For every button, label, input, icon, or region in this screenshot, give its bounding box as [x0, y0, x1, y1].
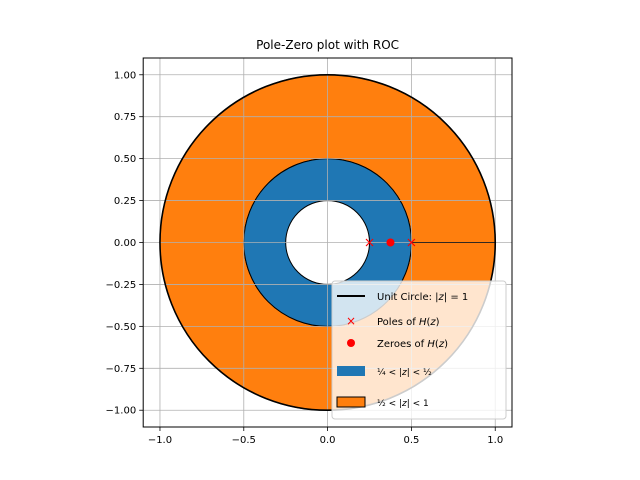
y-tick-label-3: 0.25 [114, 196, 136, 207]
legend-roc2-swatch [336, 396, 366, 408]
y-tick-label-1: 0.75 [114, 112, 136, 123]
legend-roc1-label: ¼ < |z| < ½ [377, 368, 432, 378]
x-tick-label-2: 0.0 [320, 435, 336, 446]
legend-zeros-swatch [347, 339, 355, 347]
pole-marker-1 [407, 238, 416, 247]
legend-poles-label: Poles of H(z) [377, 317, 440, 328]
x-tick-label-4: 1.0 [487, 435, 503, 446]
y-tick-label-5: −0.25 [106, 280, 137, 291]
axis-ticks: −1.0 −0.5 0.0 0.5 1.0 1.00 0.75 0.50 0.25 0.00 −0.… [106, 70, 504, 446]
y-tick-label-6: −0.50 [106, 322, 137, 333]
legend-zeros-label: Zeroes of H(z) [377, 339, 448, 350]
x-tick-label-3: 0.5 [403, 435, 419, 446]
zero-marker-0 [386, 238, 395, 247]
pole-stroke-b-1 [407, 238, 416, 247]
legend: Unit Circle: |z| = 1 × Poles of H(z) Zer… [331, 280, 507, 420]
chart-title: Pole-Zero plot with ROC [256, 38, 399, 52]
pole-marker-0 [365, 238, 374, 247]
y-tick-label-8: −1.00 [106, 406, 137, 417]
legend-poles-swatch: × [346, 314, 356, 328]
y-tick-label-2: 0.50 [114, 154, 136, 165]
legend-unit-circle-label: Unit Circle: |z| = 1 [377, 292, 468, 303]
unit-circle-line [159, 73, 497, 412]
legend-roc2-label: ½ < |z| < 1 [377, 399, 429, 409]
legend-roc1-swatch [337, 366, 365, 376]
pole-stroke-b-0 [365, 238, 374, 247]
y-tick-label-7: −0.75 [106, 364, 137, 375]
x-tick-label-1: −0.5 [232, 435, 256, 446]
legend-box [331, 280, 507, 420]
y-tick-label-0: 1.00 [114, 70, 136, 81]
x-tick-label-0: −1.0 [148, 435, 172, 446]
y-tick-label-4: 0.00 [114, 238, 136, 249]
